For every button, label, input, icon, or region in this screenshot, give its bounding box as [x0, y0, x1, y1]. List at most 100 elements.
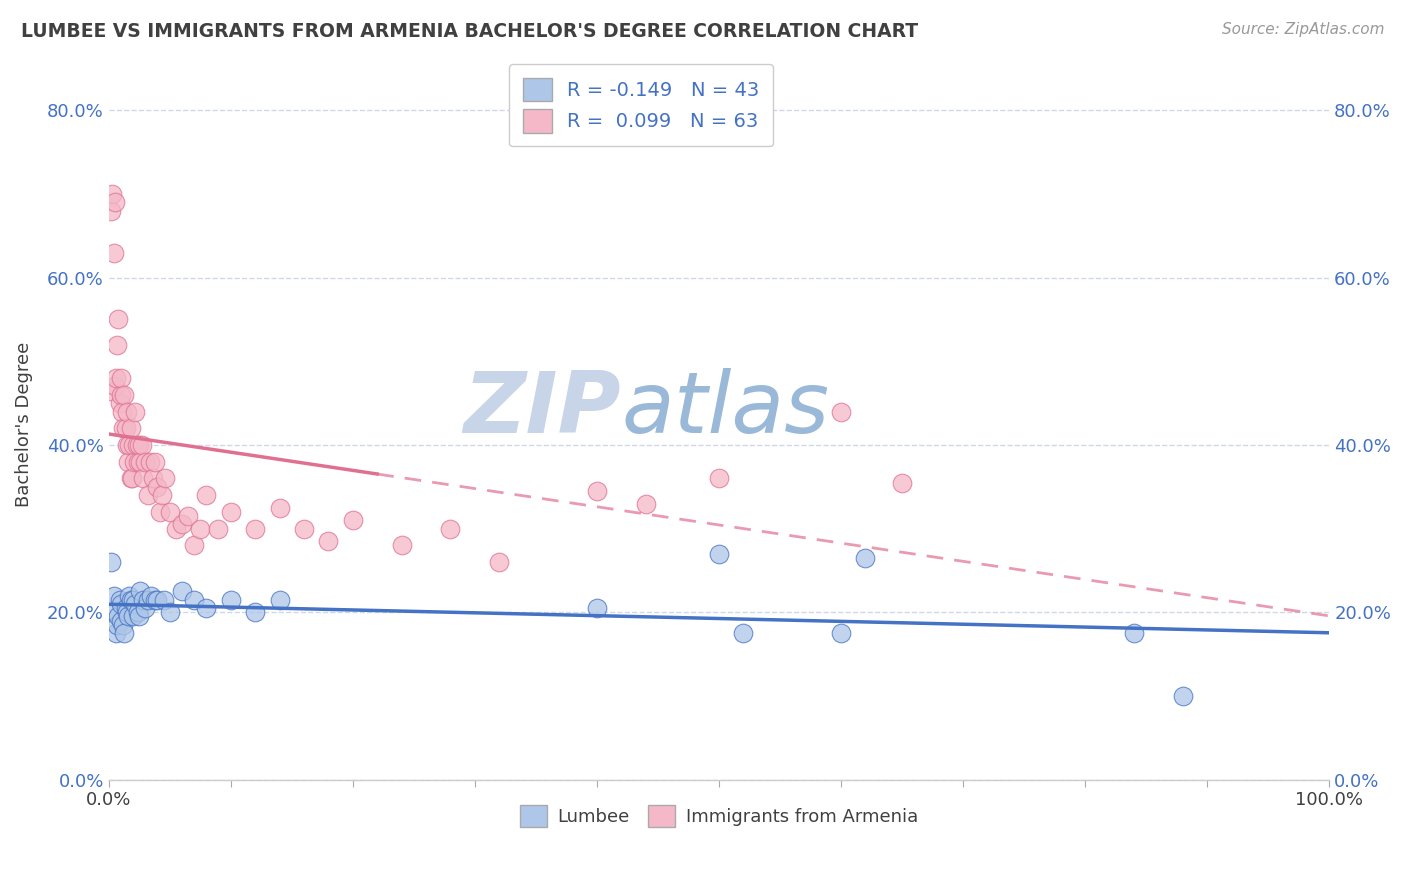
Point — [159, 605, 181, 619]
Point — [100, 555, 122, 569]
Point — [142, 471, 165, 485]
Point — [101, 186, 124, 201]
Point — [195, 488, 218, 502]
Point — [121, 471, 143, 485]
Point — [124, 597, 146, 611]
Point — [104, 379, 127, 393]
Point — [129, 584, 152, 599]
Point — [103, 245, 125, 260]
Point — [128, 609, 150, 624]
Point — [114, 626, 136, 640]
Y-axis label: Bachelor's Degree: Bachelor's Degree — [15, 342, 32, 507]
Point — [586, 483, 609, 498]
Point — [318, 534, 340, 549]
Point — [143, 592, 166, 607]
Point — [243, 605, 266, 619]
Point — [207, 522, 229, 536]
Point — [111, 404, 134, 418]
Point — [183, 538, 205, 552]
Point — [120, 592, 142, 607]
Point — [855, 550, 877, 565]
Point — [131, 438, 153, 452]
Point — [292, 522, 315, 536]
Point — [110, 388, 132, 402]
Point — [105, 617, 128, 632]
Point — [1171, 689, 1194, 703]
Point — [120, 421, 142, 435]
Point — [177, 509, 200, 524]
Point — [104, 371, 127, 385]
Point — [125, 438, 148, 452]
Point — [153, 471, 176, 485]
Point — [195, 601, 218, 615]
Point — [150, 488, 173, 502]
Point — [342, 513, 364, 527]
Point — [269, 592, 291, 607]
Point — [830, 626, 852, 640]
Point — [122, 609, 145, 624]
Point — [118, 589, 141, 603]
Point — [104, 605, 127, 619]
Point — [132, 471, 155, 485]
Point — [103, 589, 125, 603]
Point — [141, 589, 163, 603]
Point — [114, 421, 136, 435]
Point — [105, 337, 128, 351]
Point — [152, 592, 174, 607]
Point — [146, 480, 169, 494]
Point — [110, 614, 132, 628]
Point — [1123, 626, 1146, 640]
Point — [110, 371, 132, 385]
Point — [707, 471, 730, 485]
Point — [136, 488, 159, 502]
Point — [117, 609, 139, 624]
Point — [129, 455, 152, 469]
Point — [107, 609, 129, 624]
Point — [127, 455, 149, 469]
Point — [114, 388, 136, 402]
Point — [219, 505, 242, 519]
Point — [115, 404, 138, 418]
Point — [634, 497, 657, 511]
Point — [219, 592, 242, 607]
Point — [115, 605, 138, 619]
Point — [134, 601, 156, 615]
Point — [188, 522, 211, 536]
Text: ZIP: ZIP — [464, 368, 621, 451]
Point — [170, 584, 193, 599]
Point — [100, 384, 122, 398]
Legend: Lumbee, Immigrants from Armenia: Lumbee, Immigrants from Armenia — [513, 798, 925, 835]
Point — [707, 547, 730, 561]
Point — [120, 471, 142, 485]
Point — [100, 203, 122, 218]
Point — [122, 438, 145, 452]
Point — [439, 522, 461, 536]
Point — [136, 592, 159, 607]
Point — [114, 601, 136, 615]
Point — [108, 396, 131, 410]
Point — [132, 592, 155, 607]
Point — [127, 605, 149, 619]
Point — [243, 522, 266, 536]
Point — [586, 601, 609, 615]
Point — [134, 455, 156, 469]
Point — [183, 592, 205, 607]
Point — [107, 312, 129, 326]
Point — [165, 522, 187, 536]
Point — [104, 195, 127, 210]
Point — [733, 626, 755, 640]
Text: atlas: atlas — [621, 368, 830, 451]
Point — [391, 538, 413, 552]
Point — [139, 455, 162, 469]
Point — [170, 517, 193, 532]
Point — [488, 555, 510, 569]
Point — [118, 438, 141, 452]
Point — [104, 626, 127, 640]
Text: LUMBEE VS IMMIGRANTS FROM ARMENIA BACHELOR'S DEGREE CORRELATION CHART: LUMBEE VS IMMIGRANTS FROM ARMENIA BACHEL… — [21, 22, 918, 41]
Point — [112, 617, 135, 632]
Point — [891, 475, 914, 490]
Point — [112, 421, 135, 435]
Point — [830, 404, 852, 418]
Point — [143, 455, 166, 469]
Point — [146, 592, 169, 607]
